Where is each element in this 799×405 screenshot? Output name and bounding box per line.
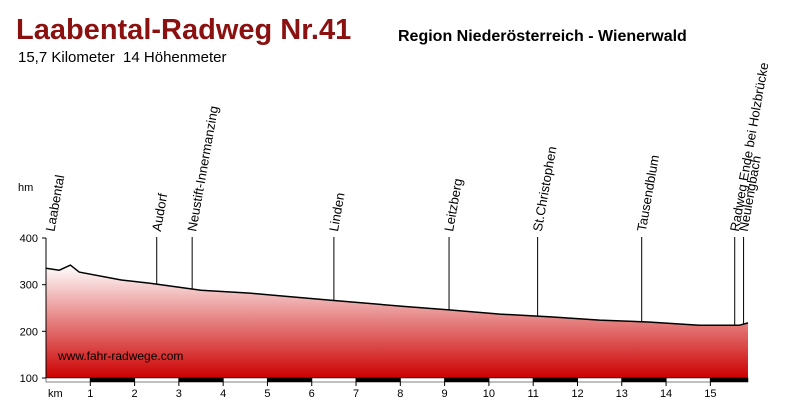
- place-label: St.Christophen: [530, 145, 560, 232]
- x-tick-label: 1: [87, 388, 93, 400]
- km-segment: [710, 378, 748, 382]
- km-segment: [267, 378, 312, 382]
- km-segment: [533, 378, 578, 382]
- chart-subtitle: Region Niederösterreich - Wienerwald: [398, 28, 687, 45]
- place-label: Tausendblum: [634, 154, 662, 233]
- place-label: Laabental: [43, 174, 68, 233]
- x-tick-label: 12: [571, 388, 583, 400]
- km-segment: [444, 378, 489, 382]
- y-tick-label: 300: [20, 280, 38, 292]
- x-tick-label: 2: [132, 388, 138, 400]
- x-tick-label: 6: [309, 388, 315, 400]
- x-tick-label: 13: [616, 388, 628, 400]
- x-tick-label: 4: [220, 388, 226, 400]
- place-label: Audorf: [149, 192, 170, 233]
- x-axis-label: km: [48, 388, 63, 400]
- km-segment: [178, 378, 224, 382]
- y-axis-label: hm: [18, 182, 33, 194]
- x-tick-label: 15: [704, 388, 716, 400]
- source: www.fahr-radwege.com: [57, 349, 183, 363]
- x-tick-label: 5: [264, 388, 270, 400]
- x-tick-label: 10: [483, 388, 495, 400]
- km-segment: [356, 378, 401, 382]
- km-segment: [90, 378, 135, 382]
- x-tick-label: 7: [353, 388, 359, 400]
- description: 15,7 Kilometer 14 Höhenmeter: [18, 49, 226, 66]
- x-tick-label: 14: [660, 388, 672, 400]
- y-tick-label: 100: [20, 373, 38, 385]
- place-label: Neustift-Innermanzing: [184, 105, 221, 233]
- x-tick-label: 8: [397, 388, 403, 400]
- y-tick-label: 200: [20, 326, 38, 338]
- x-tick-label: 9: [442, 388, 448, 400]
- place-label: Leitzberg: [441, 177, 465, 232]
- x-tick-label: 11: [527, 388, 538, 400]
- chart-title: Laabental-Radweg Nr.41: [16, 14, 351, 46]
- x-tick-label: 3: [176, 388, 182, 400]
- area-fill: [46, 265, 748, 378]
- profile-line: [45, 264, 749, 327]
- place-label: Linden: [326, 191, 348, 232]
- km-segment: [621, 378, 667, 382]
- y-tick-label: 400: [20, 233, 38, 245]
